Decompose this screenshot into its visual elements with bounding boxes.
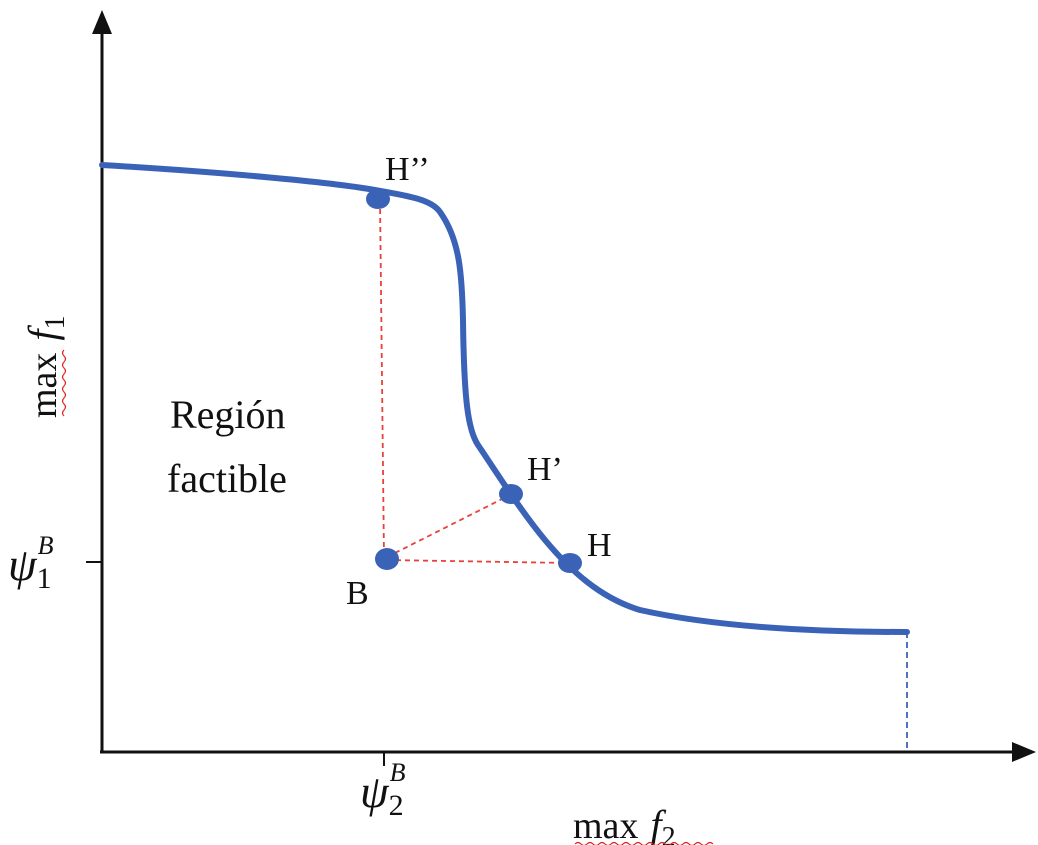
point-h-label: H [587, 527, 612, 564]
guide-b-to-h2 [379, 199, 385, 559]
pareto-front-curve [99, 162, 910, 635]
y-axis-arrowhead [92, 10, 112, 34]
x-tick-label: ψ2B [360, 758, 406, 822]
y-label-spell-underline [61, 349, 67, 417]
x-axis-arrowhead [1012, 742, 1036, 762]
guide-b-to-h1 [386, 494, 511, 558]
x-axis-label: max f2 [573, 802, 714, 845]
y-axis-label: maxf1 [20, 315, 71, 418]
region-label-line1: Región [170, 392, 286, 437]
region-label-line2: factible [167, 456, 287, 501]
point-h2-marker [366, 189, 390, 209]
point-b-label: B [346, 575, 369, 612]
y-tick-label: ψ1B [8, 531, 54, 595]
point-h2-label: H’’ [385, 151, 430, 188]
svg-text:maxf1: maxf1 [20, 315, 71, 418]
point-h-marker [558, 553, 582, 573]
x-label-spell-underline [574, 841, 714, 845]
guide-b-to-h [386, 559, 571, 564]
point-h1-marker [499, 484, 523, 504]
point-h1-label: H’ [527, 451, 563, 488]
point-b-marker [375, 548, 399, 570]
